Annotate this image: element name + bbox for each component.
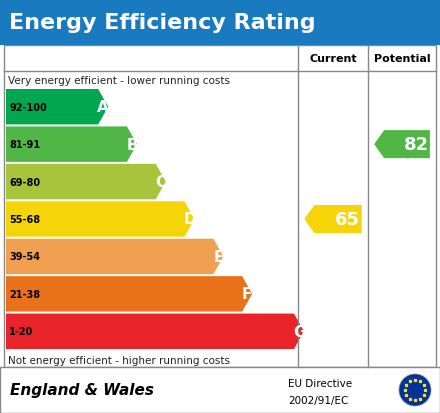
Polygon shape	[6, 90, 108, 125]
Bar	[0, 0, 440, 46]
Text: Very energy efficient - lower running costs: Very energy efficient - lower running co…	[8, 76, 230, 86]
Polygon shape	[374, 131, 430, 159]
Text: 82: 82	[403, 136, 429, 154]
Text: Potential: Potential	[374, 54, 430, 64]
Polygon shape	[6, 314, 304, 349]
Text: 81-91: 81-91	[9, 140, 40, 150]
Text: A: A	[97, 100, 109, 115]
Text: E: E	[213, 249, 224, 264]
Text: England & Wales: England & Wales	[10, 382, 154, 398]
Text: F: F	[242, 287, 253, 301]
Text: Not energy efficient - higher running costs: Not energy efficient - higher running co…	[8, 355, 230, 365]
Bar	[4, 46, 436, 367]
Text: 55-68: 55-68	[9, 214, 40, 224]
Text: EU Directive: EU Directive	[288, 378, 352, 388]
Text: 92-100: 92-100	[9, 102, 47, 112]
Text: 2002/91/EC: 2002/91/EC	[288, 395, 348, 405]
Text: B: B	[126, 137, 138, 152]
Polygon shape	[6, 276, 252, 312]
Text: 1-20: 1-20	[9, 327, 33, 337]
Text: Energy Efficiency Rating: Energy Efficiency Rating	[9, 13, 315, 33]
Text: G: G	[293, 324, 305, 339]
Text: D: D	[183, 212, 196, 227]
Text: Current: Current	[309, 54, 357, 64]
Polygon shape	[304, 205, 362, 233]
Text: C: C	[155, 175, 166, 190]
Text: 65: 65	[335, 211, 360, 228]
Polygon shape	[6, 127, 137, 162]
Text: 69-80: 69-80	[9, 177, 40, 187]
Bar	[0, 367, 440, 413]
Polygon shape	[6, 164, 166, 200]
Text: 21-38: 21-38	[9, 289, 40, 299]
Circle shape	[399, 374, 431, 406]
Polygon shape	[6, 239, 224, 275]
Polygon shape	[6, 202, 194, 237]
Text: 39-54: 39-54	[9, 252, 40, 262]
